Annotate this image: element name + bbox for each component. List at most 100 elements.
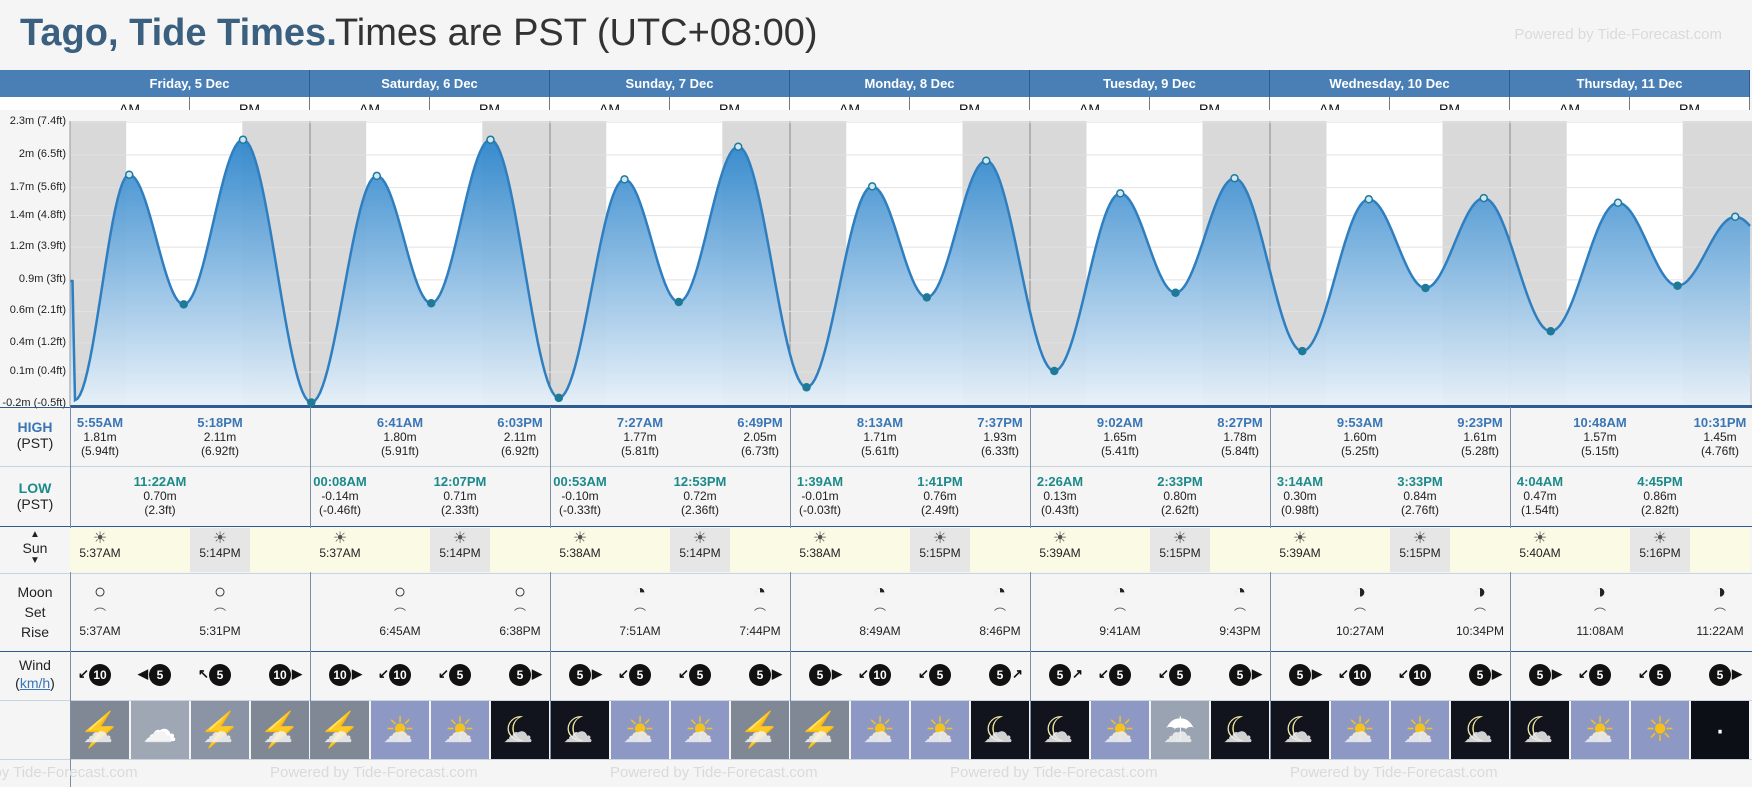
weather-sunny-cloud-icon: ☀ ☁ (1391, 701, 1449, 759)
high-tide-time: 5:55AM (76, 415, 124, 430)
moonset-icon: ⌒ (1353, 607, 1366, 621)
high-tide-time: 10:31PM (1693, 415, 1747, 430)
row-divider (0, 466, 1752, 467)
low-tide-cell: 1:41PM 0.76m (2.49ft) (910, 475, 970, 518)
wind-label: Wind (19, 657, 51, 673)
high-tide-height-m: 1.93m (983, 430, 1017, 444)
weather-sunny-cloud-icon: ☀ ☁ (611, 701, 669, 759)
low-tide-height-m: -0.01m (801, 489, 839, 503)
weather-glyph: · (1714, 711, 1726, 749)
moon-cell: ○ ⌒ 6:38PM (490, 580, 550, 638)
low-tide-height-ft: (2.62ft) (1160, 503, 1199, 517)
wind-unit-link[interactable]: km/h (19, 675, 51, 691)
weather-cloud-glyph: ☁ (563, 716, 593, 749)
moonset-icon: ⌒ (1713, 607, 1726, 621)
sunrise-cell: ☀ 5:38AM (790, 531, 850, 561)
moon-phase-icon: ◑ (1353, 581, 1367, 603)
powered-by-footer[interactable]: Powered by Tide-Forecast.com (0, 764, 138, 781)
high-tide-height-m: 1.80m (383, 430, 417, 444)
y-tick-label: -0.2m (-0.5ft) (2, 396, 66, 409)
wind-speed-badge: 5 (1469, 664, 1491, 686)
sunset-time: 5:15PM (1159, 546, 1201, 560)
low-tide-time: 3:14AM (1276, 474, 1324, 489)
y-tick-label: 2.3m (7.4ft) (9, 115, 66, 128)
day-column-divider (1510, 407, 1511, 759)
high-tide-point (1730, 212, 1740, 222)
wind-direction-icon: ▶ (1552, 666, 1562, 681)
low-tide-point (802, 383, 811, 392)
low-tide-height-m: 0.76m (923, 489, 957, 503)
wind-speed-badge: 5 (689, 664, 711, 686)
powered-by-footer[interactable]: Powered by Tide-Forecast.com (1290, 764, 1498, 781)
high-tide-point (1116, 189, 1125, 198)
wind-direction-icon: ↙ (1638, 666, 1649, 681)
day-header: Tuesday, 9 Dec (1030, 70, 1270, 97)
weather-partly-cloudy-rain-icon: ☁ ☁ (131, 701, 189, 759)
header: Tago, Tide Times. Times are PST (UTC+08:… (0, 0, 1752, 70)
moon-time: 9:41AM (1099, 624, 1141, 638)
moon-phase-icon: ◔ (1113, 581, 1127, 603)
weather-cloud-glyph: ☁ (323, 716, 353, 749)
tide-chart (0, 110, 1752, 408)
wind-speed-badge: 5 (1589, 664, 1611, 686)
wind-speed-badge: 5 (149, 664, 171, 686)
high-tide-height-m: 2.05m (743, 430, 777, 444)
sunset-icon: ☀ (212, 530, 228, 547)
moon-cell: ◔ ⌒ 9:41AM (1090, 580, 1150, 638)
row-divider (0, 526, 1752, 527)
moon-phase-icon: ◔ (633, 581, 647, 603)
sunset-cell: ☀ 5:14PM (670, 531, 730, 561)
low-tide-height-ft: (2.82ft) (1640, 503, 1679, 517)
weather-sunny-cloud-icon: ☀ ☁ (371, 701, 429, 759)
wind-speed-badge: 5 (1049, 664, 1071, 686)
high-tide-time: 7:27AM (616, 415, 664, 430)
weather-moon-cloud-icon: ☾ ☁ (1211, 701, 1269, 759)
moon-cell: ◔ ⌒ 8:49AM (850, 580, 910, 638)
weather-cloud-glyph: ☁ (1163, 716, 1193, 749)
moon-time: 6:38PM (499, 624, 541, 638)
moon-cell: ◔ ⌒ 8:46PM (970, 580, 1030, 638)
moon-cell: ◑ ⌒ 10:27AM (1330, 580, 1390, 638)
sunset-cell: ☀ 5:15PM (910, 531, 970, 561)
wind-direction-icon: ▶ (292, 666, 302, 681)
powered-by-footer[interactable]: Powered by Tide-Forecast.com (950, 764, 1158, 781)
moon-phase-icon: ○ (393, 581, 407, 603)
day-header: Saturday, 6 Dec (310, 70, 550, 97)
wind-speed-badge: 5 (749, 664, 771, 686)
weather-glyph: ☀ (1404, 711, 1436, 749)
low-tide-point (1171, 288, 1180, 297)
low-tide-time: 00:53AM (553, 474, 607, 489)
weather-glyph: ⚡ (198, 711, 242, 749)
sunrise-time: 5:39AM (1279, 546, 1321, 560)
tide-line (70, 138, 1751, 404)
high-tide-cell: 6:03PM 2.11m (6.92ft) (490, 416, 550, 459)
weather-moon-cloud-icon: ☾ ☁ (1511, 701, 1569, 759)
day-column-divider (550, 407, 551, 759)
sunset-cell-background (910, 528, 970, 572)
high-tide-cell: 6:41AM 1.80m (5.91ft) (370, 416, 430, 459)
wind-direction-icon: ↙ (858, 666, 869, 681)
wind-speed-badge: 5 (209, 664, 231, 686)
wind-speed-badge: 5 (1169, 664, 1191, 686)
high-tide-height-ft: (5.15ft) (1580, 444, 1619, 458)
moonset-icon: ⌒ (993, 607, 1006, 621)
high-tide-height-m: 1.45m (1703, 430, 1737, 444)
powered-by-footer[interactable]: Powered by Tide-Forecast.com (610, 764, 818, 781)
sun-row-label: ▲ Sun ▼ (0, 530, 70, 566)
weather-glyph: ☾ (1464, 711, 1496, 749)
weather-moon-cloud-icon: ☾ ☁ (1451, 701, 1509, 759)
moon-set-label: Set (24, 604, 46, 620)
weather-rain-storm-icon: ⚡ ☁ (191, 701, 249, 759)
powered-by-footer[interactable]: Powered by Tide-Forecast.com (270, 764, 478, 781)
tide-area (70, 139, 1750, 406)
low-tide-height-m: 0.84m (1403, 489, 1437, 503)
weather-sunny-cloud-icon: ☀ ☁ (1091, 701, 1149, 759)
moon-phase-icon: ◑ (1473, 581, 1487, 603)
sunset-cell: ☀ 5:15PM (1390, 531, 1450, 561)
weather-sunny-cloud-icon: ☀ ☁ (431, 701, 489, 759)
sunset-time: 5:16PM (1639, 546, 1681, 560)
timezone-label: Times are PST (UTC+08:00) (335, 12, 818, 54)
weather-glyph: ☾ (984, 711, 1016, 749)
powered-by-top[interactable]: Powered by Tide-Forecast.com (1514, 26, 1722, 43)
wind-direction-icon: ↙ (438, 666, 449, 681)
